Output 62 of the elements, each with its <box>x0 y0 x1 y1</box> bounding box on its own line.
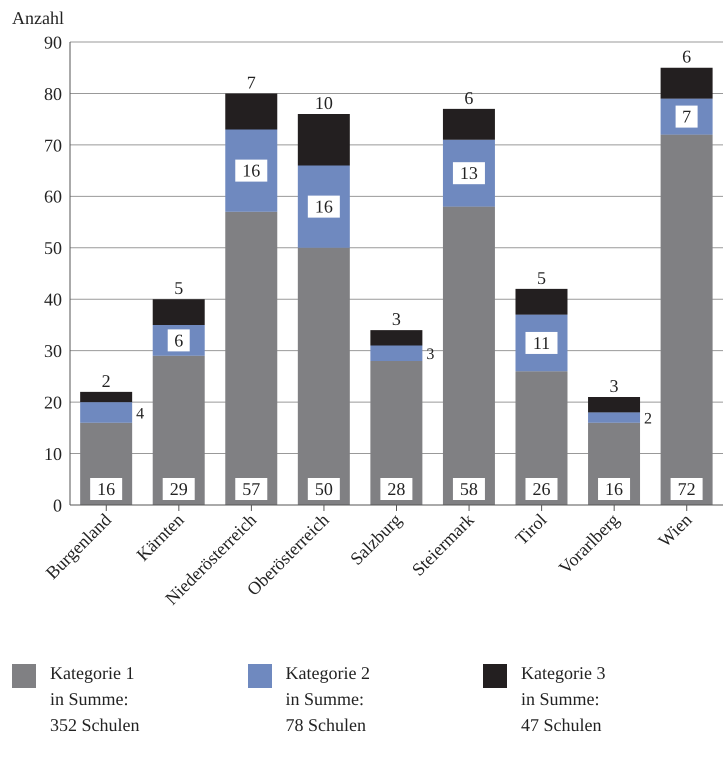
y-axis-title: Anzahl <box>11 8 65 30</box>
y-tick-label: 60 <box>44 186 62 207</box>
y-tick-label: 70 <box>44 135 62 156</box>
bar <box>80 402 132 423</box>
data-label: 16 <box>242 160 260 181</box>
data-label: 28 <box>387 479 406 499</box>
y-tick-label: 30 <box>44 341 62 362</box>
bar <box>298 114 350 166</box>
bar <box>660 134 713 505</box>
bar <box>588 412 640 423</box>
y-tick-label: 0 <box>53 495 62 516</box>
data-label: 72 <box>678 479 696 499</box>
bar <box>225 212 278 505</box>
data-label: 3 <box>610 376 619 396</box>
data-label: 58 <box>460 479 478 499</box>
y-tick-label: 80 <box>44 84 62 104</box>
data-label: 3 <box>426 346 434 364</box>
y-tick-label: 90 <box>44 32 62 52</box>
legend-label: Kategorie 3 in Summe: 47 Schulen <box>521 662 606 737</box>
bar <box>370 346 422 361</box>
legend-label: Kategorie 1 in Summe: 352 Schulen <box>50 662 140 737</box>
data-label: 16 <box>605 479 624 499</box>
data-label: 7 <box>246 72 256 92</box>
bar <box>298 248 350 505</box>
bar <box>515 371 568 505</box>
bar <box>370 330 422 346</box>
x-tick-label: Wien <box>654 510 696 551</box>
data-label: 5 <box>174 278 184 298</box>
bar <box>588 396 640 412</box>
bar <box>370 360 422 505</box>
data-label: 6 <box>464 88 474 108</box>
bar <box>442 108 495 140</box>
y-tick-label: 40 <box>44 290 62 310</box>
y-tick-label: 50 <box>44 238 62 258</box>
data-label: 5 <box>536 268 546 288</box>
legend-label: Kategorie 2 in Summe: 78 Schulen <box>286 662 370 737</box>
bar <box>80 392 132 402</box>
bar <box>660 68 713 99</box>
data-label: 2 <box>644 410 652 428</box>
data-label: 3 <box>392 309 401 330</box>
data-label: 10 <box>314 93 333 114</box>
x-tick-label: Tirol <box>511 510 550 549</box>
data-label: 4 <box>136 405 144 422</box>
y-tick-label: 20 <box>44 392 62 412</box>
data-label: 16 <box>314 196 333 217</box>
bar <box>225 93 278 130</box>
bar <box>442 206 495 505</box>
data-label: 7 <box>682 106 692 127</box>
data-label: 57 <box>242 479 260 499</box>
y-tick-label: 10 <box>44 444 62 464</box>
data-label: 50 <box>314 479 333 499</box>
data-label: 13 <box>460 163 478 184</box>
data-label: 26 <box>532 479 550 499</box>
bar <box>152 299 205 325</box>
bar <box>152 356 205 505</box>
data-label: 2 <box>102 370 111 391</box>
data-label: 11 <box>532 332 550 353</box>
bar <box>515 288 568 315</box>
data-label: 29 <box>170 479 188 499</box>
data-label: 6 <box>174 330 184 350</box>
data-label: 6 <box>682 46 692 67</box>
data-label: 16 <box>97 479 116 499</box>
